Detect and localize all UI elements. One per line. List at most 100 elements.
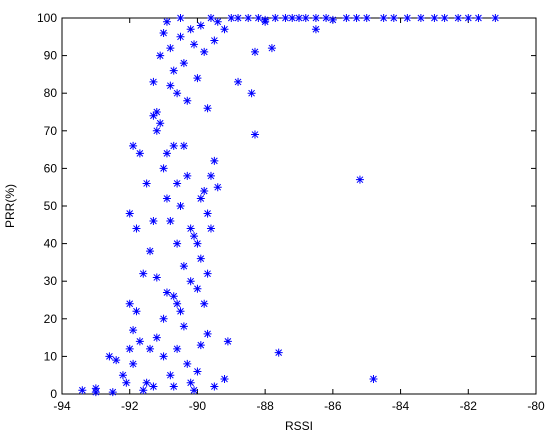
point: [152, 333, 161, 342]
point: [206, 14, 215, 22]
point: [142, 378, 151, 387]
point: [190, 232, 199, 241]
point: [454, 14, 463, 22]
point: [200, 47, 209, 56]
point: [132, 224, 141, 233]
point: [169, 292, 178, 301]
point: [179, 141, 188, 150]
point: [156, 119, 165, 128]
point: [474, 14, 483, 22]
point: [149, 217, 158, 226]
point: [267, 44, 276, 53]
point: [78, 386, 87, 395]
y-tick-label: 20: [44, 312, 58, 326]
y-tick-label: 10: [44, 349, 58, 363]
point: [142, 179, 151, 188]
point: [379, 14, 388, 22]
point: [186, 25, 195, 34]
point: [311, 14, 320, 22]
point: [146, 344, 155, 353]
point: [186, 378, 195, 387]
x-tick-label: -84: [392, 399, 410, 413]
point: [129, 326, 138, 335]
point: [203, 269, 212, 278]
point: [149, 382, 158, 391]
point: [206, 171, 215, 180]
plot-area: [61, 17, 537, 395]
point: [362, 14, 371, 22]
x-tick-label: -80: [527, 399, 545, 413]
point: [125, 209, 134, 218]
point: [152, 108, 161, 116]
point: [166, 371, 175, 380]
point: [183, 171, 192, 180]
point: [186, 277, 195, 286]
point: [173, 239, 182, 248]
point: [301, 14, 310, 22]
point: [416, 14, 425, 22]
point: [125, 344, 134, 353]
x-tick-label: -94: [53, 399, 71, 413]
point: [250, 130, 259, 139]
point: [274, 348, 283, 357]
point: [227, 14, 236, 22]
point: [176, 32, 185, 41]
point: [179, 262, 188, 271]
point: [206, 224, 215, 233]
point: [403, 14, 412, 22]
point: [146, 247, 155, 256]
point: [91, 384, 100, 393]
point: [322, 14, 331, 22]
point: [176, 14, 185, 22]
point: [190, 386, 199, 395]
point: [129, 141, 138, 150]
point: [159, 352, 168, 361]
point: [464, 14, 473, 22]
point: [159, 164, 168, 173]
point: [295, 14, 303, 22]
x-tick-label: -92: [121, 399, 139, 413]
point: [200, 299, 209, 308]
point: [389, 14, 398, 22]
point: [311, 25, 320, 34]
point: [261, 15, 270, 24]
point: [210, 36, 219, 45]
point: [173, 344, 182, 353]
point: [254, 14, 263, 22]
point: [247, 89, 256, 98]
point: [196, 254, 205, 263]
point: [328, 15, 337, 24]
point: [173, 299, 182, 308]
x-tick-label: -82: [460, 399, 478, 413]
point: [352, 14, 361, 22]
x-axis-label: RSSI: [285, 419, 313, 433]
point: [129, 359, 138, 368]
point: [491, 14, 500, 22]
y-tick-label: 30: [44, 274, 58, 288]
point: [176, 202, 185, 210]
point: [132, 307, 141, 316]
point: [186, 224, 195, 233]
point: [122, 378, 131, 387]
y-tick-label: 0: [50, 387, 57, 401]
x-tick-label: -90: [189, 399, 207, 413]
point: [203, 104, 212, 113]
y-tick-label: 90: [44, 49, 58, 63]
point: [162, 194, 171, 203]
point: [271, 14, 280, 22]
point: [166, 217, 175, 226]
point: [159, 29, 168, 38]
point: [139, 386, 148, 395]
point: [223, 337, 232, 346]
y-tick-label: 60: [44, 161, 58, 175]
point: [193, 367, 202, 376]
x-tick-label: -88: [256, 399, 274, 413]
point: [108, 388, 117, 397]
point: [149, 111, 158, 120]
point: [203, 209, 212, 218]
point: [196, 341, 205, 350]
y-tick-label: 50: [44, 199, 58, 213]
point: [193, 239, 202, 248]
point: [162, 288, 171, 297]
point: [105, 352, 114, 361]
